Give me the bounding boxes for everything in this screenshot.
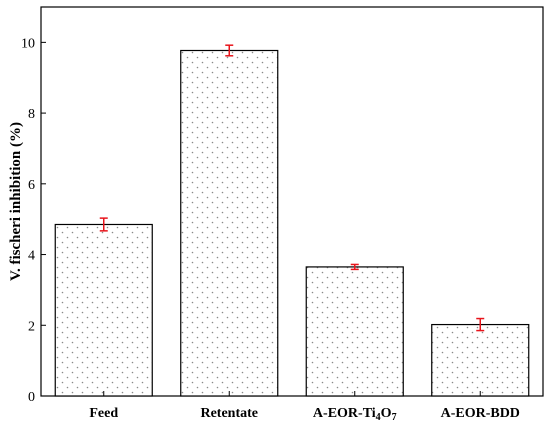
error-bar [225,44,234,57]
error-bar [99,217,108,232]
x-category-label: A-EOR-Ti4O7 [313,406,397,423]
y-tick-label: 2 [28,319,35,334]
y-tick-label: 8 [28,107,35,122]
bar [431,323,530,397]
y-tick-label: 0 [28,390,35,405]
error-bar [350,263,359,271]
x-category-label: A-EOR-BDD [441,406,520,421]
y-tick-label: 10 [21,36,35,51]
y-ticks-group: 0 2 4 6 8 10 [21,36,481,405]
error-bar [476,317,485,332]
y-tick-label: 6 [28,178,35,193]
x-category-label: Feed [89,406,118,421]
x-labels-group: Feed Retentate A-EOR-Ti4O7 A-EOR-BDD [89,406,520,423]
bar [54,223,153,397]
x-category-label: Retentate [200,406,258,421]
y-tick-label: 4 [28,249,35,264]
y-axis-title: V. fischeri inhibition (%) [8,122,24,281]
bar [305,266,404,397]
error-bars-group [99,44,485,332]
bar [180,49,279,397]
